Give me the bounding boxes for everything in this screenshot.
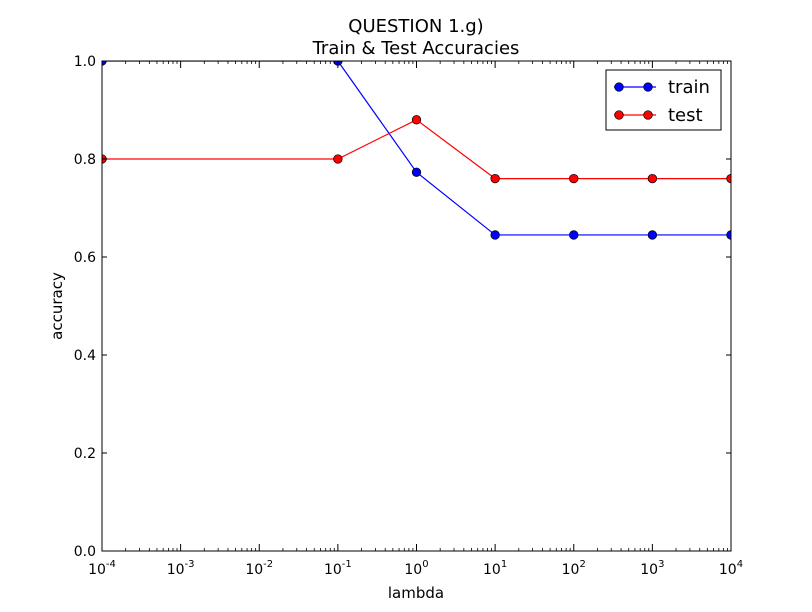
x-axis-label: lambda: [388, 584, 444, 602]
x-tick-exponent: -2: [263, 559, 273, 570]
series-group: [102, 61, 731, 240]
x-tick-exponent: 1: [501, 559, 507, 570]
data-point-test: [411, 115, 422, 125]
chart-subtitle: Train & Test Accuracies: [312, 38, 520, 59]
data-point-train: [647, 230, 658, 240]
data-point-test: [647, 173, 658, 184]
x-tick-label: 100: [404, 559, 428, 578]
data-point-train: [726, 230, 731, 240]
x-tick-base: 10: [640, 562, 658, 578]
x-tick-base: 10: [404, 562, 422, 578]
x-tick-label: 102: [562, 559, 586, 578]
x-tick-label: 101: [483, 559, 507, 578]
x-tick-exponent: 4: [737, 559, 743, 570]
x-tick-label: 103: [640, 559, 664, 578]
x-tick-base: 10: [167, 562, 185, 578]
plot-frame: [101, 60, 732, 552]
y-tick-label: 0.6: [74, 250, 96, 266]
x-tick-label: 10-1: [324, 559, 352, 578]
y-tick-label: 0.0: [74, 544, 96, 560]
x-tick-base: 10: [324, 562, 342, 578]
x-tick-label: 10-3: [167, 559, 195, 578]
legend: train test: [605, 69, 722, 131]
x-tick-exponent: -4: [106, 559, 116, 570]
data-point-test: [490, 173, 500, 184]
legend-box: [605, 69, 722, 131]
x-tick-label: 104: [719, 559, 743, 578]
legend-marker-train: [614, 82, 624, 92]
y-tick-label: 0.8: [74, 152, 96, 168]
x-tick-exponent: 2: [579, 559, 585, 570]
legend-label-train: train: [668, 77, 710, 98]
plot-area: 0.00.20.40.60.81.010-4 10-3 10-2 10-1 100 101…: [74, 54, 743, 578]
legend-label-test: test: [668, 105, 703, 126]
x-tick-base: 10: [88, 562, 106, 578]
legend-marker-test: [614, 110, 624, 120]
data-point-train: [569, 230, 579, 240]
y-tick-label: 0.2: [74, 446, 96, 462]
y-tick-label: 0.4: [74, 348, 96, 364]
y-tick-label: 1.0: [74, 54, 96, 70]
data-point-train: [411, 167, 422, 177]
x-tick-label: 10-2: [245, 559, 273, 578]
chart-title: QUESTION 1.g): [348, 16, 483, 37]
data-point-test: [333, 154, 343, 164]
x-tick-exponent: -1: [342, 559, 352, 570]
data-point-train: [490, 230, 500, 240]
legend-marker-test: [643, 110, 653, 120]
legend-marker-train: [643, 82, 653, 92]
x-tick-exponent: 0: [422, 559, 428, 570]
data-point-test: [569, 173, 579, 184]
x-tick-base: 10: [719, 562, 737, 578]
y-axis-label: accuracy: [48, 272, 66, 340]
x-tick-label: 10-4: [88, 559, 116, 578]
x-tick-base: 10: [562, 562, 580, 578]
x-tick-exponent: -3: [185, 559, 195, 570]
x-tick-exponent: 3: [658, 559, 664, 570]
data-point-test: [726, 173, 731, 184]
x-tick-base: 10: [245, 562, 263, 578]
x-tick-base: 10: [483, 562, 501, 578]
